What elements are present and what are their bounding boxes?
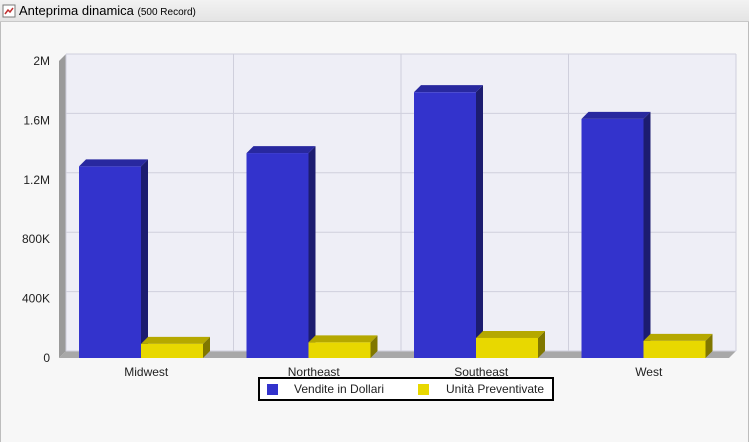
window-titlebar: Anteprima dinamica (500 Record) [0, 0, 749, 22]
chart-preview-icon[interactable] [2, 4, 16, 18]
bar-side [476, 85, 483, 358]
legend-label-vendite: Vendite in Dollari [294, 382, 385, 396]
bar [581, 118, 644, 358]
y-tick-label: 1.6M [23, 113, 50, 127]
bar-side [370, 335, 378, 358]
bar-top [141, 336, 210, 344]
bar-chart: 0 400K 800K 1.2M 1.6M 2M Midwest Northeast South… [22, 53, 737, 398]
x-tick-label: West [635, 365, 663, 379]
legend-label-unita: Unità Preventivate [446, 382, 545, 396]
legend-swatch-unita [418, 384, 429, 395]
y-tick-label: 800K [22, 232, 50, 246]
y-tick-label: 400K [22, 292, 50, 306]
y-tick-label: 0 [43, 351, 50, 365]
x-tick-label: Southeast [454, 365, 509, 379]
bar-top [476, 330, 545, 338]
bar-side [308, 146, 316, 358]
bar-side [643, 111, 651, 358]
bar-top [581, 111, 651, 119]
window-title: Anteprima dinamica (500 Record) [19, 3, 196, 18]
bar-top [643, 333, 713, 341]
chart-legend: Vendite in Dollari Unità Preventivate [258, 377, 554, 401]
bar-top [414, 85, 483, 93]
bar [308, 342, 371, 358]
x-tick-label: Northeast [288, 365, 341, 379]
bar-side [705, 333, 713, 358]
bar-top [246, 146, 316, 154]
bar [141, 343, 203, 358]
bar [643, 340, 706, 358]
bar [476, 337, 538, 358]
bar-top [308, 335, 378, 343]
chart-area: 0 400K 800K 1.2M 1.6M 2M Midwest Northeast South… [0, 22, 749, 442]
chart-side-wall [59, 54, 66, 358]
bar-top [79, 159, 148, 167]
bar [246, 153, 309, 358]
bar-side [538, 330, 545, 358]
bar-side [141, 159, 148, 358]
window-title-text: Anteprima dinamica [19, 3, 134, 18]
legend-swatch-vendite [267, 384, 278, 395]
record-count: (500 Record) [137, 7, 196, 18]
bar-side [203, 336, 210, 358]
bar [414, 92, 476, 358]
chart-floor [59, 351, 736, 358]
y-tick-label: 1.2M [23, 173, 50, 187]
y-tick-label: 2M [33, 54, 50, 68]
x-tick-label: Midwest [124, 365, 169, 379]
bar [79, 166, 141, 358]
